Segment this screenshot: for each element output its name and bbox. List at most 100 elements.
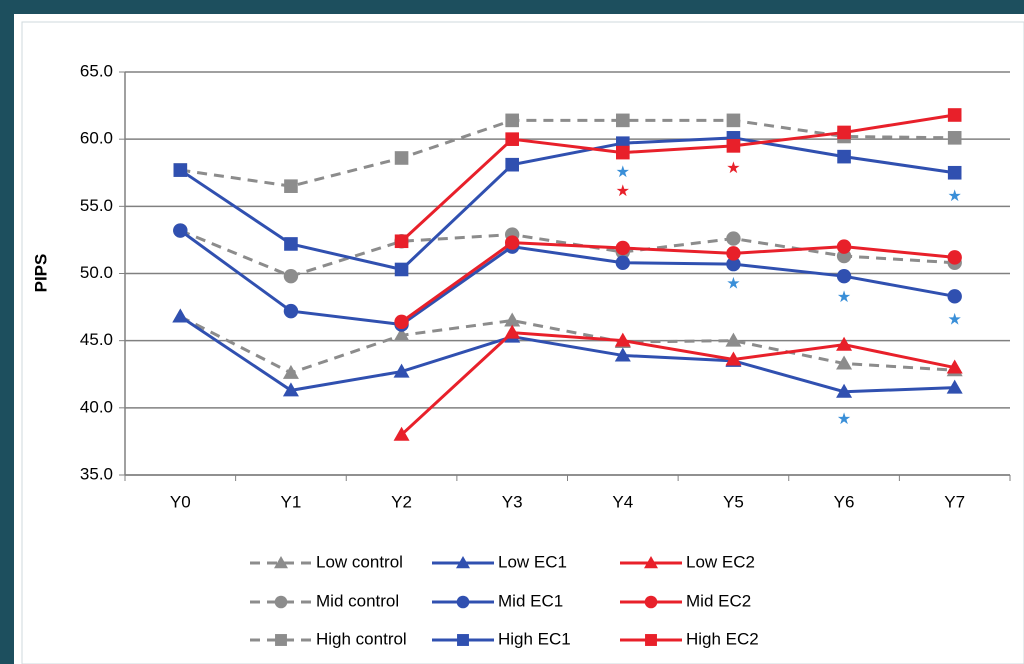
marker bbox=[946, 379, 963, 394]
panel-border bbox=[21, 21, 1024, 664]
marker bbox=[394, 151, 409, 165]
legend-label: Mid control bbox=[316, 591, 399, 610]
marker bbox=[836, 336, 853, 351]
series-line bbox=[179, 315, 955, 394]
legend-label: Low EC2 bbox=[686, 552, 755, 571]
marker bbox=[837, 149, 851, 164]
legend-label: Low control bbox=[316, 552, 403, 571]
marker bbox=[282, 382, 299, 397]
marker bbox=[172, 308, 189, 323]
marker bbox=[947, 108, 962, 122]
series-line bbox=[179, 315, 955, 375]
marker bbox=[836, 239, 852, 254]
marker bbox=[947, 250, 962, 265]
marker bbox=[616, 113, 630, 128]
series-line bbox=[179, 229, 955, 327]
legend-marker bbox=[645, 634, 657, 646]
y-tick-label: 60.0 bbox=[80, 129, 113, 148]
marker bbox=[836, 383, 853, 398]
marker bbox=[725, 351, 742, 366]
x-tick-label: Y2 bbox=[391, 492, 412, 511]
marker bbox=[173, 223, 188, 238]
marker bbox=[615, 255, 631, 270]
marker bbox=[614, 332, 631, 347]
marker bbox=[393, 363, 410, 378]
legend-marker bbox=[644, 556, 658, 569]
y-tick-label: 45.0 bbox=[80, 330, 113, 349]
marker bbox=[505, 132, 519, 146]
x-tick-label: Y4 bbox=[612, 492, 633, 511]
annotation-star: ★ bbox=[726, 275, 740, 292]
annotation-star: ★ bbox=[948, 188, 962, 205]
marker bbox=[947, 289, 962, 304]
marker bbox=[614, 347, 631, 362]
marker bbox=[726, 139, 741, 153]
series-line bbox=[179, 229, 955, 278]
y-tick-label: 40.0 bbox=[80, 397, 113, 416]
marker bbox=[283, 268, 299, 284]
legend-label: Low EC1 bbox=[498, 552, 567, 571]
annotation-star: ★ bbox=[948, 312, 962, 329]
annotation-star: ★ bbox=[616, 183, 630, 200]
x-tick-label: Y6 bbox=[834, 492, 855, 511]
legend-marker bbox=[644, 595, 658, 609]
series-line bbox=[400, 331, 955, 436]
marker bbox=[616, 145, 630, 160]
marker bbox=[284, 237, 298, 251]
marker bbox=[283, 303, 299, 319]
x-tick-label: Y7 bbox=[944, 492, 965, 511]
series-line bbox=[179, 136, 955, 272]
marker bbox=[725, 332, 742, 347]
legend-label: Mid EC2 bbox=[686, 591, 751, 610]
marker bbox=[836, 355, 853, 370]
marker bbox=[505, 113, 519, 128]
marker bbox=[504, 324, 521, 339]
legend-marker bbox=[274, 595, 288, 609]
legend-label: Mid EC1 bbox=[498, 591, 563, 610]
x-tick-label: Y0 bbox=[170, 492, 191, 511]
x-tick-label: Y3 bbox=[502, 492, 523, 511]
y-tick-label: 55.0 bbox=[80, 196, 113, 215]
marker bbox=[284, 179, 298, 193]
x-tick-label: Y1 bbox=[281, 492, 302, 511]
legend-label: High control bbox=[316, 629, 407, 648]
legend-label: High EC1 bbox=[498, 629, 571, 648]
marker bbox=[726, 231, 741, 246]
legend-marker bbox=[275, 634, 287, 646]
x-tick-label: Y5 bbox=[723, 492, 744, 511]
series-line bbox=[400, 113, 955, 243]
legend-label: High EC2 bbox=[686, 629, 759, 648]
marker bbox=[726, 256, 741, 272]
marker bbox=[726, 113, 741, 128]
series-line bbox=[180, 118, 955, 188]
marker bbox=[836, 268, 852, 284]
annotation-star: ★ bbox=[726, 160, 740, 177]
marker bbox=[394, 314, 409, 330]
marker bbox=[947, 165, 962, 180]
marker bbox=[504, 235, 520, 250]
marker bbox=[615, 240, 631, 256]
annotation-star: ★ bbox=[837, 289, 851, 306]
marker bbox=[394, 262, 409, 277]
series-line bbox=[400, 241, 955, 324]
marker bbox=[505, 157, 519, 172]
legend-marker bbox=[456, 595, 470, 609]
marker bbox=[726, 246, 741, 261]
legend-marker bbox=[457, 634, 469, 646]
marker bbox=[837, 125, 851, 140]
marker bbox=[173, 163, 188, 177]
y-axis-label: PIPS bbox=[31, 254, 50, 293]
marker bbox=[282, 364, 299, 379]
marker bbox=[946, 359, 963, 374]
annotation-star: ★ bbox=[616, 164, 630, 181]
legend-marker bbox=[274, 556, 288, 569]
y-tick-label: 35.0 bbox=[80, 464, 113, 483]
y-tick-label: 50.0 bbox=[80, 263, 113, 282]
legend-marker bbox=[456, 556, 470, 569]
marker bbox=[393, 327, 410, 342]
marker bbox=[504, 312, 521, 327]
marker bbox=[393, 426, 410, 441]
annotation-star: ★ bbox=[837, 411, 851, 428]
